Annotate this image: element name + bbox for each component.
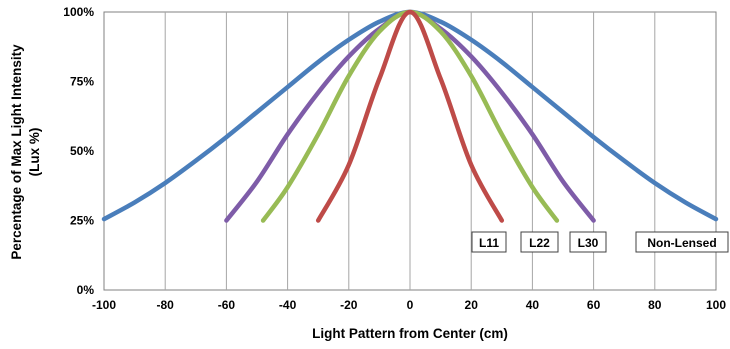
legend-text-l22: L22 [529,236,550,250]
legend-label-l22: L22 [520,231,559,253]
y-axis-title-line2: (Lux %) [27,128,42,177]
x-axis-title: Light Pattern from Center (cm) [312,326,508,341]
x-tick-label: -40 [279,298,297,312]
x-tick-label: 100 [706,298,726,312]
series-line-l11 [315,9,505,223]
x-tick-label: -80 [157,298,175,312]
y-tick-label: 25% [70,214,94,228]
series-group [101,9,719,223]
y-axis-title-line1: Percentage of Max Light Intensity [9,44,24,260]
legend-label-l11: L11 [471,231,507,253]
legend-text-l11: L11 [479,236,499,250]
x-tick-label: 20 [465,298,479,312]
legend-text-non-lensed: Non-Lensed [647,236,716,250]
y-tick-label: 50% [70,144,94,158]
x-tick-labels: -100 -80 -60 -40 -20 0 20 40 60 80 100 [92,298,726,312]
y-tick-label: 75% [70,75,94,89]
x-tick-label: 80 [648,298,662,312]
legend-text-l30: L30 [578,236,599,250]
x-tick-label: 0 [407,298,414,312]
y-tick-label: 100% [63,5,94,19]
x-tick-label: -60 [218,298,236,312]
legend-label-non-lensed: Non-Lensed [635,231,729,253]
y-tick-labels: 0% 25% 50% 75% 100% [63,5,94,297]
x-tick-label: 60 [587,298,601,312]
x-tick-label: 40 [526,298,540,312]
y-tick-label: 0% [77,283,95,297]
x-tick-label: -20 [340,298,358,312]
x-tick-label: -100 [92,298,116,312]
legend-label-l30: L30 [569,231,607,253]
